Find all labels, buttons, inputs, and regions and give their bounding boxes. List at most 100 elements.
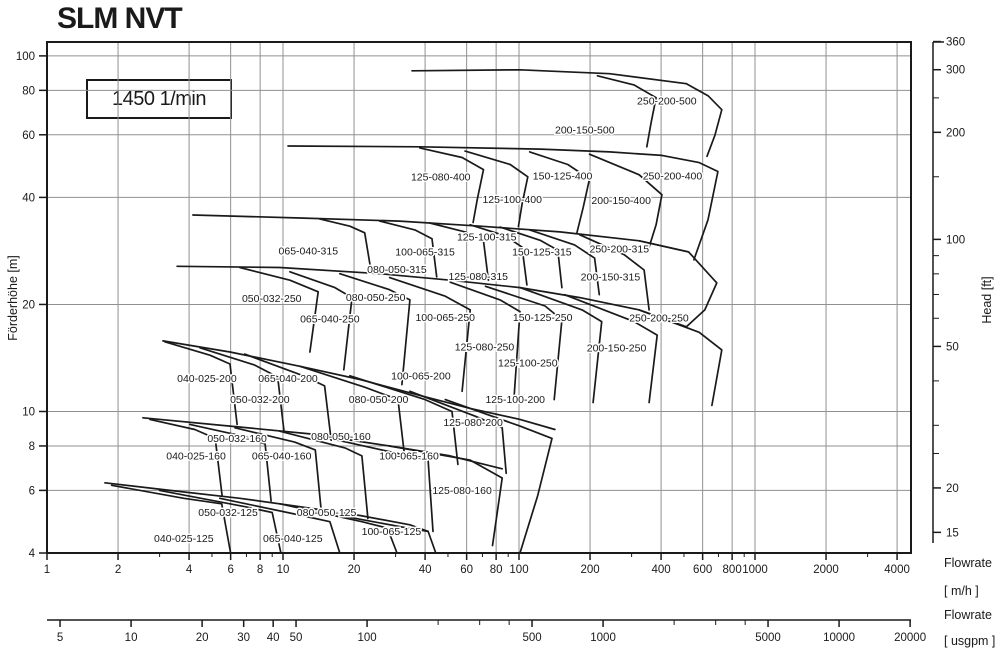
x-tick-label-m3h: 8 [257,564,263,576]
x-tick-label-m3h: 60 [460,564,473,576]
pump-envelope-200-150-250 [563,293,659,404]
pump-label-065-040-125: 065-040-125 [263,533,323,545]
usgpm-tick-label: 10 [125,632,138,644]
pump-envelope-125-080-200 [409,390,508,475]
x-tick-label-m3h: 100 [509,564,528,576]
pump-envelope-200-150-400 [588,153,663,248]
y-tick-label-m: 80 [22,85,35,97]
y-axis-right-caption: Head [ft] [980,276,994,324]
flowrate-usgpm-caption: Flowrate [944,608,992,622]
x-tick-label-m3h: 20 [348,564,361,576]
pump-label-050-032-200: 050-032-200 [230,394,290,406]
flowrate-mh-unit: [ m/h ] [944,584,979,598]
y-tick-label-m: 6 [29,485,35,497]
x-tick-label-m3h: 2 [115,564,121,576]
pump-label-080-050-250: 080-050-250 [346,292,406,304]
pump-envelope-080-050-250 [338,272,411,386]
pump-label-100-065-125: 100-065-125 [362,526,422,538]
pump-label-040-025-125: 040-025-125 [154,533,214,545]
pump-envelope-040-025-200 [164,340,238,426]
pump-envelope-040-025-160 [149,418,223,497]
pump-label-100-065-250: 100-065-250 [415,312,475,324]
y-tick-label-m: 4 [29,548,36,560]
pump-label-040-025-200: 040-025-200 [177,373,237,385]
x-tick-label-m3h: 1 [44,564,50,576]
pump-label-125-080-250: 125-080-250 [455,341,515,353]
pump-envelope-125-080-250 [449,281,521,397]
pump-label-050-032-125: 050-032-125 [198,507,258,519]
usgpm-tick-label: 50 [290,632,303,644]
x-tick-label-m3h: 1000 [742,564,768,576]
usgpm-tick-label: 10000 [823,632,855,644]
pump-label-080-050-125: 080-050-125 [297,507,357,519]
speed-label: 1450 1/min [112,87,206,110]
y-axis-left-caption: Förderhöhe [m] [6,255,20,341]
x-tick-label-m3h: 10 [277,564,290,576]
pump-label-125-080-400: 125-080-400 [411,171,471,183]
x-tick-label-m3h: 400 [651,564,670,576]
pump-envelope-050-032-125 [158,489,282,554]
x-tick-label-m3h: 2000 [813,564,839,576]
pump-envelope-150-125-315 [528,229,601,296]
pump-label-080-050-200: 080-050-200 [349,394,409,406]
pump-envelope-080-050-125 [279,502,398,554]
usgpm-tick-label: 20 [196,632,209,644]
pump-label-200-150-500: 200-150-500 [555,125,615,137]
flowrate-usgpm-unit: [ usgpm ] [944,634,996,648]
pump-label-125-100-250: 125-100-250 [498,357,558,369]
pump-envelope-200-150-500 [596,74,657,148]
pump-envelope-125-100-200 [444,398,553,554]
ft-tick-label: 200 [946,127,965,139]
pump-envelope-050-032-160 [189,423,272,502]
pump-label-150-125-315: 150-125-315 [512,246,572,258]
pump-label-125-080-160: 125-080-160 [432,485,492,497]
pump-envelope-125-100-400 [464,150,529,228]
usgpm-tick-label: 100 [357,632,376,644]
usgpm-tick-label: 1000 [590,632,616,644]
pump-label-200-150-400: 200-150-400 [591,195,651,207]
pump-envelope-125-100-315 [499,226,563,289]
pump-label-150-125-400: 150-125-400 [533,170,593,182]
pump-label-040-025-160: 040-025-160 [166,450,226,462]
usgpm-tick-label: 30 [237,632,250,644]
pump-envelope-040-025-125 [110,484,232,554]
pump-envelope-150-125-250 [519,286,603,404]
row-top-curve-200 [162,340,556,431]
pump-envelope-100-065-160 [329,437,434,533]
ft-tick-label: 100 [946,234,965,246]
flowrate-mh-caption: Flowrate [944,556,992,570]
pump-envelope-065-040-125 [218,497,341,554]
pump-label-080-050-160: 080-050-160 [311,431,371,443]
pump-label-065-040-250: 065-040-250 [300,314,360,326]
pump-envelope-250-200-500 [685,82,723,158]
row-top-curve-250 [176,265,688,328]
pump-envelope-150-125-400 [528,151,591,234]
y-tick-label-m: 8 [29,441,35,453]
pump-label-200-150-250: 200-150-250 [587,342,647,354]
pump-envelope-050-032-250 [239,266,320,353]
pump-label-200-150-315: 200-150-315 [581,271,641,283]
pump-envelope-125-080-315 [469,223,528,286]
usgpm-tick-label: 20000 [894,632,926,644]
pump-label-250-200-315: 250-200-315 [589,244,649,256]
pump-envelope-080-050-200 [299,365,405,453]
pump-label-125-080-200: 125-080-200 [443,417,503,429]
plot-frame [46,41,912,554]
pump-envelope-065-040-250 [289,270,353,371]
y-tick-label-m: 40 [22,192,35,204]
x-tick-label-m3h: 80 [490,564,503,576]
pump-envelope-200-150-315 [578,233,650,311]
pump-label-100-065-200: 100-065-200 [391,370,451,382]
row-top-curve-125 [104,481,429,533]
pump-label-250-200-400: 250-200-400 [643,170,703,182]
pump-envelope-100-065-315 [428,222,490,282]
usgpm-tick-label: 500 [522,632,541,644]
pump-envelope-125-080-400 [418,147,485,224]
ft-tick-label: 15 [946,527,959,539]
pump-label-050-032-160: 050-032-160 [207,433,267,445]
pump-envelope-125-100-250 [484,285,563,401]
x-tick-label-m3h: 800 [723,564,742,576]
pump-envelope-250-200-250 [638,309,723,407]
pump-envelope-065-040-315 [318,218,373,274]
